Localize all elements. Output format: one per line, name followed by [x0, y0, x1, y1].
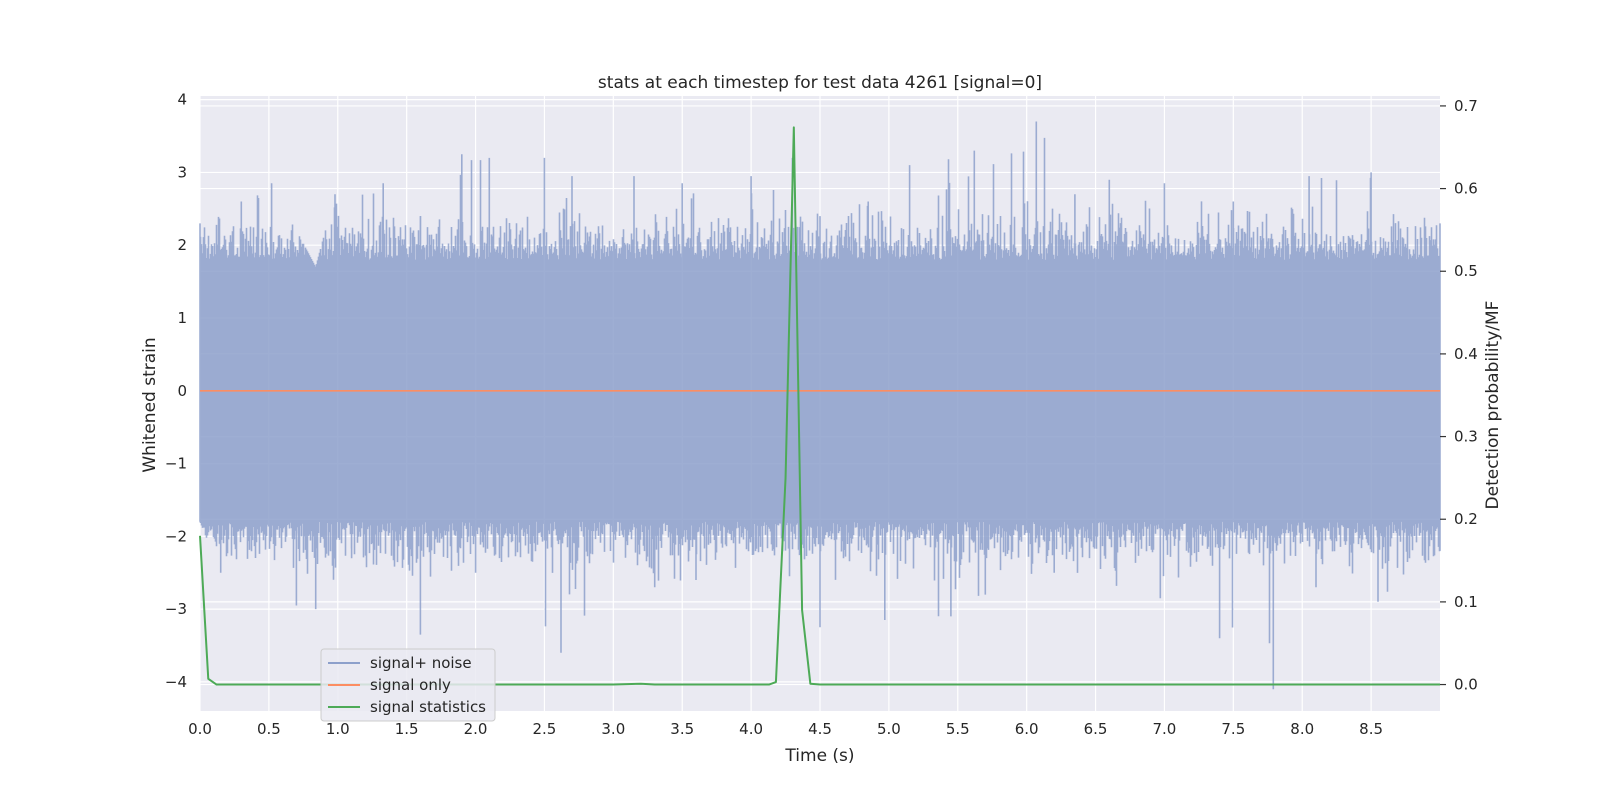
x-tick-label: 3.0 [601, 720, 625, 738]
series-signal-noise [199, 121, 1441, 690]
y-tick-label: 4 [177, 91, 187, 109]
y-right-tick-label: 0.4 [1454, 345, 1478, 363]
x-tick-label: 4.0 [739, 720, 763, 738]
x-tick-label: 0.5 [257, 720, 281, 738]
y-right-tick-label: 0.7 [1454, 97, 1478, 115]
legend: signal+ noise signal only signal statist… [320, 648, 496, 722]
x-tick-labels: 0.0 0.5 1.0 1.5 2.0 2.5 3.0 3.5 4.0 4.5 5.0 5.5 6.0 6… [188, 720, 1383, 738]
chart-title: stats at each timestep for test data 426… [598, 73, 1042, 93]
series-signal-statistics [199, 126, 1440, 686]
x-tick-label: 4.5 [808, 720, 832, 738]
x-tick-label: 8.0 [1290, 720, 1314, 738]
x-tick-label: 3.5 [670, 720, 694, 738]
y-right-tick-label: 0.0 [1454, 676, 1478, 694]
legend-label-signal-noise: signal+ noise [370, 654, 472, 672]
x-tick-label: 0.0 [188, 720, 212, 738]
y-tick-labels: 4 3 2 1 0 −1 −2 −3 −4 [165, 91, 187, 691]
y-tick-label: 1 [177, 309, 187, 327]
y-right-axis-label: Detection probability/MF [1483, 301, 1503, 510]
y-tick-label: 3 [177, 163, 187, 181]
x-tick-label: 2.5 [533, 720, 557, 738]
y-right-tick-label: 0.3 [1454, 428, 1478, 446]
series-layer [199, 126, 1440, 686]
x-tick-label: 1.0 [326, 720, 350, 738]
legend-label-signal-only: signal only [370, 676, 451, 694]
x-tick-label: 8.5 [1359, 720, 1383, 738]
y-right-tick-label: 0.5 [1454, 262, 1478, 280]
y-tick-label: −1 [165, 455, 187, 473]
x-tick-label: 6.0 [1015, 720, 1039, 738]
x-axis-label: Time (s) [784, 746, 854, 766]
y-tick-label: 0 [177, 382, 187, 400]
legend-label-signal-statistics: signal statistics [370, 698, 486, 716]
y-right-tick-label: 0.6 [1454, 180, 1478, 198]
y-tick-label: −4 [165, 673, 187, 691]
y-right-tick-label: 0.1 [1454, 593, 1478, 611]
x-tick-label: 5.0 [877, 720, 901, 738]
x-tick-label: 7.0 [1153, 720, 1177, 738]
x-tick-label: 7.5 [1221, 720, 1245, 738]
legend-box [320, 648, 496, 722]
x-tick-label: 5.5 [946, 720, 970, 738]
x-tick-label: 1.5 [395, 720, 419, 738]
y-right-tick-label: 0.2 [1454, 510, 1478, 528]
x-tick-label: 6.5 [1084, 720, 1108, 738]
y-tick-label: 2 [177, 236, 187, 254]
noise-layer [199, 121, 1441, 690]
y-right-tick-labels: 0.7 0.6 0.5 0.4 0.3 0.2 0.1 0.0 [1440, 97, 1478, 694]
y-tick-label: −3 [165, 600, 187, 618]
x-tick-label: 2.0 [464, 720, 488, 738]
y-axis-label: Whitened strain [140, 337, 160, 472]
y-tick-label: −2 [165, 527, 187, 545]
